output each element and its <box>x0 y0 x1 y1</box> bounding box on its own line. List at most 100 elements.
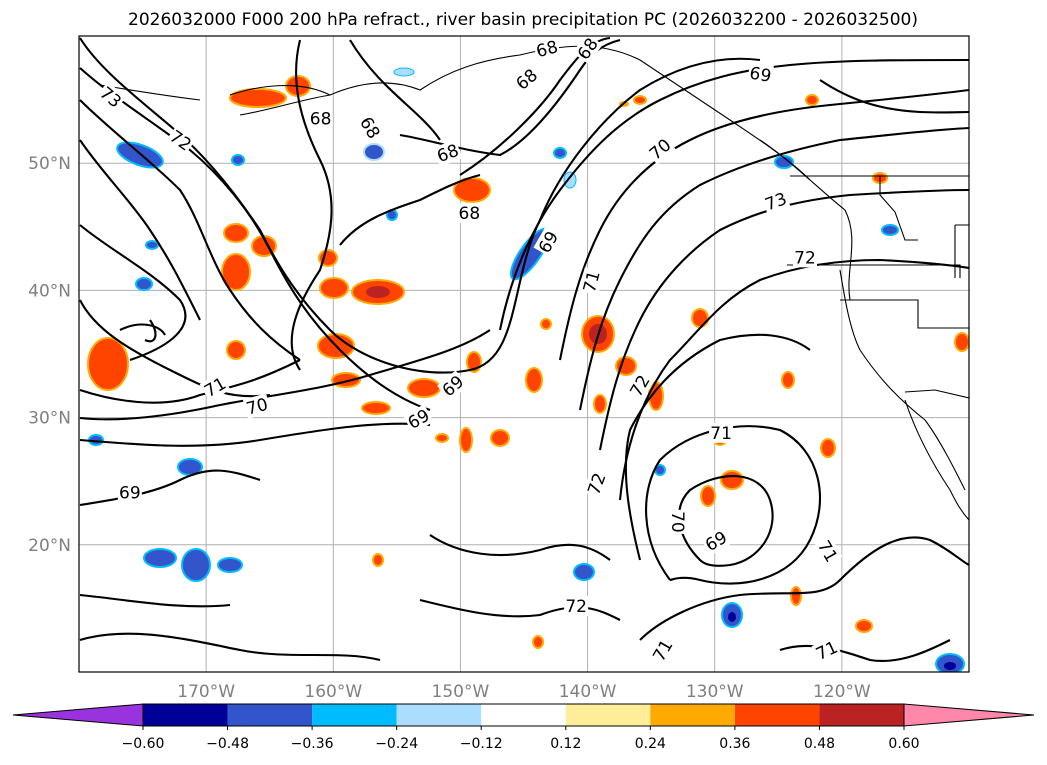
colorbar-outline <box>142 703 905 727</box>
contour-line <box>79 359 301 404</box>
lon-tick-label: 120°W <box>813 682 871 702</box>
latitude-labels: 50°N 40°N 30°N 20°N <box>28 154 71 556</box>
border-us-mexico <box>904 389 969 399</box>
colorbar-segment <box>734 704 820 726</box>
lat-tick-label: 20°N <box>28 536 71 556</box>
refractivity-contours <box>79 36 969 662</box>
contour-line <box>79 329 491 421</box>
colorbar-tick-label: 0.24 <box>635 736 666 752</box>
contour-label-gap <box>644 133 676 165</box>
coastline-us-west <box>839 269 966 491</box>
contour-line <box>429 534 611 561</box>
contour-line <box>558 88 969 361</box>
precip-patch-negative <box>728 612 736 622</box>
contour-line <box>144 319 157 343</box>
precip-patch-positive <box>720 470 744 490</box>
precip-patch-positive <box>87 337 129 391</box>
precip-patch-positive <box>855 619 873 633</box>
precip-patch-negative <box>774 155 794 169</box>
precip-patch-positive <box>435 433 449 443</box>
precip-patch-negative <box>143 548 177 568</box>
colorbar-segment <box>227 704 313 726</box>
precip-patch-positive <box>372 553 384 567</box>
precip-patch-negative <box>881 224 899 236</box>
contour-line <box>349 39 441 141</box>
precip-patch-negative <box>145 240 159 250</box>
coastline-bc <box>759 139 853 301</box>
precip-patch-positive <box>781 371 795 389</box>
contour-label-gap <box>761 187 791 215</box>
lon-tick-label: 160°W <box>304 682 362 702</box>
contour-line <box>79 593 231 608</box>
contour-line <box>779 639 951 662</box>
contour-line <box>645 425 822 585</box>
contour-line <box>419 598 621 621</box>
contour-label-gap <box>242 393 272 419</box>
colorbar-tick-label: 0.12 <box>550 736 581 752</box>
contour-line <box>79 422 431 447</box>
contour-label: 72 <box>564 595 589 617</box>
contour-line <box>598 188 969 451</box>
contour-line <box>290 39 333 371</box>
colorbar-tick-label: −0.36 <box>291 736 334 752</box>
precip-patch-positive <box>700 485 716 507</box>
map-panel <box>79 36 969 672</box>
contour-label: 69 <box>117 482 142 504</box>
contour-line <box>79 139 201 321</box>
contour-label-gap <box>811 636 842 665</box>
precip-patch-negative <box>944 662 956 670</box>
contour-label-gap <box>433 139 463 167</box>
colorbar-segment <box>650 704 735 726</box>
contour-line <box>79 67 431 411</box>
colorbar-segment <box>565 704 651 726</box>
contour-label-gap <box>625 370 655 402</box>
border-state-4 <box>954 224 969 278</box>
colorbar-tick-label: 0.48 <box>804 736 835 752</box>
lat-tick-label: 40°N <box>28 281 71 301</box>
colorbar-segment <box>312 704 397 726</box>
colorbar-extend-low <box>12 703 144 727</box>
precip-patch-positive <box>407 378 441 398</box>
contour-label: 70 <box>667 509 688 534</box>
lat-tick-label: 50°N <box>28 154 71 174</box>
colorbar-tick-label: −0.48 <box>206 736 249 752</box>
contour-label-gap <box>667 509 688 534</box>
precip-patch-negative <box>135 277 153 291</box>
contour-line <box>79 632 381 662</box>
precip-patch-positive <box>691 308 709 328</box>
longitude-labels: 170°W 160°W 150°W 140°W 130°W 120°W <box>177 682 871 702</box>
contour-label-gap <box>572 36 603 65</box>
contour-label-text: 68 <box>310 110 332 130</box>
colorbar-tick-label: 0.60 <box>888 736 919 752</box>
contour-label-gap <box>564 595 589 616</box>
contour-line <box>498 58 969 331</box>
contour-line <box>79 469 261 507</box>
precip-patch-negative <box>553 147 567 159</box>
contour-label-text: 72 <box>794 248 816 268</box>
coastline-baja <box>904 399 969 521</box>
contour-label: 71 <box>709 422 734 444</box>
colorbar-tick-label: 0.36 <box>719 736 750 752</box>
precip-patch-positive <box>319 277 349 299</box>
contour-label: 68 <box>308 108 333 130</box>
precip-patch-positive <box>490 429 510 447</box>
colorbar: −0.60 −0.48 −0.36 −0.24 −0.12 0.12 0.24 0.36 0.4… <box>12 703 1035 752</box>
contour-line <box>79 37 761 374</box>
contour-label-gap <box>165 125 197 156</box>
precip-patch-negative <box>231 154 245 166</box>
colorbar-segment <box>819 704 904 726</box>
precip-patch-negative <box>393 67 415 77</box>
precip-patch-positive <box>615 356 637 376</box>
precip-patch-negative <box>563 171 577 189</box>
contour-label: 72 <box>792 247 817 268</box>
colorbar-segment <box>481 704 566 726</box>
lat-tick-label: 30°N <box>28 409 71 429</box>
colorbar-segment <box>143 704 228 726</box>
lon-tick-label: 130°W <box>686 682 744 702</box>
precip-patch-positive <box>820 438 836 458</box>
precip-patch-positive <box>593 394 607 414</box>
contour-label-gap <box>95 81 127 113</box>
